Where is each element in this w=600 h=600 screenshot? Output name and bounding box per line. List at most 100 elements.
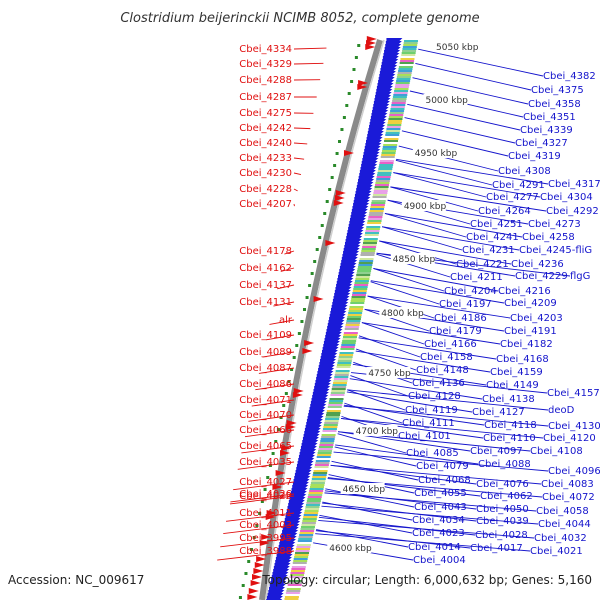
gc-dot	[258, 512, 262, 515]
forward-strand-track	[247, 36, 377, 600]
cog-segment	[329, 400, 344, 402]
right-gene-label: Cbei_4317	[548, 179, 600, 190]
cog-segment	[333, 380, 348, 382]
gc-dot	[338, 140, 342, 143]
right-leader	[333, 451, 549, 472]
right-gene-label: Cbei_4264	[478, 206, 531, 217]
reverse-gene	[364, 146, 381, 149]
cog-segment	[297, 542, 312, 544]
reverse-gene	[385, 44, 402, 47]
right-leader	[346, 391, 473, 413]
cog-segment	[381, 150, 396, 152]
gc-dot	[249, 548, 253, 551]
reverse-gene	[367, 134, 384, 137]
reverse-gene	[277, 548, 294, 551]
right-gene-label: Cbei_4382	[543, 71, 596, 82]
cog-segment	[356, 272, 371, 274]
reverse-gene	[319, 362, 336, 365]
cog-segment	[355, 278, 370, 280]
reverse-gene	[361, 161, 378, 164]
cog-segment	[305, 506, 320, 508]
left-leader	[269, 319, 295, 325]
right-gene-label: Cbei_4179	[429, 326, 482, 337]
reverse-gene	[334, 290, 351, 293]
cog-segment	[291, 566, 306, 568]
reverse-gene	[282, 527, 299, 530]
reverse-gene	[341, 257, 358, 260]
right-gene-label: Cbei_4136	[412, 378, 465, 389]
cog-segment	[357, 266, 372, 268]
reverse-gene	[376, 86, 393, 89]
reverse-gene	[313, 389, 330, 392]
right-gene-label: Cbei_4327	[515, 138, 568, 149]
reverse-gene	[367, 131, 384, 134]
cog-segment	[379, 160, 394, 162]
cog-segment	[398, 70, 413, 72]
cog-segment	[394, 86, 409, 88]
cog-segment	[368, 216, 383, 218]
reverse-gene	[333, 296, 350, 299]
cog-segment	[339, 350, 354, 352]
cog-segment	[365, 228, 380, 230]
kbp-bg	[390, 253, 435, 264]
reverse-gene	[337, 278, 354, 281]
cog-segment	[348, 312, 363, 314]
left-gene-label: Cbei_4228	[239, 184, 292, 195]
reverse-gene	[371, 113, 388, 116]
left-gene-label: Cbei_4131	[239, 297, 292, 308]
cog-segment	[360, 256, 375, 258]
cog-segment	[346, 318, 361, 320]
reverse-gene	[310, 404, 327, 407]
reverse-gene	[294, 473, 311, 476]
reverse-gene	[322, 347, 339, 350]
cog-segment	[363, 238, 378, 240]
cog-segment	[316, 456, 331, 458]
kbp-label: 5050 kbp	[436, 43, 479, 53]
reverse-gene	[338, 275, 355, 278]
left-leader	[293, 127, 311, 130]
cog-segment	[379, 164, 394, 166]
right-gene-label: Cbei_4236	[511, 259, 564, 270]
reverse-gene	[330, 308, 347, 311]
cog-segment	[351, 298, 366, 300]
reverse-gene	[301, 443, 318, 446]
reverse-gene	[273, 569, 290, 572]
reverse-gene	[286, 512, 303, 515]
cog-segment	[377, 172, 392, 174]
left-gene-label: Cbei_4240	[239, 138, 292, 149]
cog-segment	[289, 576, 304, 578]
reverse-gene	[378, 77, 395, 80]
reverse-gene	[352, 206, 369, 209]
right-gene-label: Cbei_4032	[534, 533, 587, 544]
left-leader	[241, 445, 295, 454]
reverse-gene	[350, 215, 367, 218]
forward-gene	[250, 580, 261, 586]
left-leader	[293, 62, 324, 65]
kbp-ticks: 5050 kbp 5000 kbp 4950 kbp 4900 kbp 4850 kbp…	[327, 41, 479, 554]
cog-segment	[287, 584, 302, 586]
cog-segment	[394, 90, 409, 92]
reverse-gene	[381, 62, 398, 65]
cog-segment	[349, 306, 364, 308]
reverse-gene	[372, 107, 389, 110]
cog-segment	[296, 546, 311, 548]
right-gene-label: deoD	[548, 405, 575, 416]
cog-segment	[327, 406, 342, 408]
forward-gene	[325, 240, 336, 246]
cog-segment	[301, 524, 316, 526]
cog-segment	[326, 412, 341, 414]
reverse-gene	[324, 338, 341, 341]
reverse-gene	[287, 506, 304, 509]
cog-segment	[369, 210, 384, 212]
cog-segment	[364, 234, 379, 236]
left-gene-label: Cbei_4066	[239, 425, 292, 436]
cog-segment	[402, 48, 417, 50]
forward-gene	[333, 200, 344, 206]
right-gene-label: Cbei_4127	[472, 407, 525, 418]
cog-segment	[323, 426, 338, 428]
right-leader	[393, 172, 541, 198]
cog-segment	[322, 430, 337, 432]
left-gene-label: Cbei_4035	[239, 457, 292, 468]
right-leader	[395, 159, 493, 186]
gc-dot	[333, 164, 337, 167]
